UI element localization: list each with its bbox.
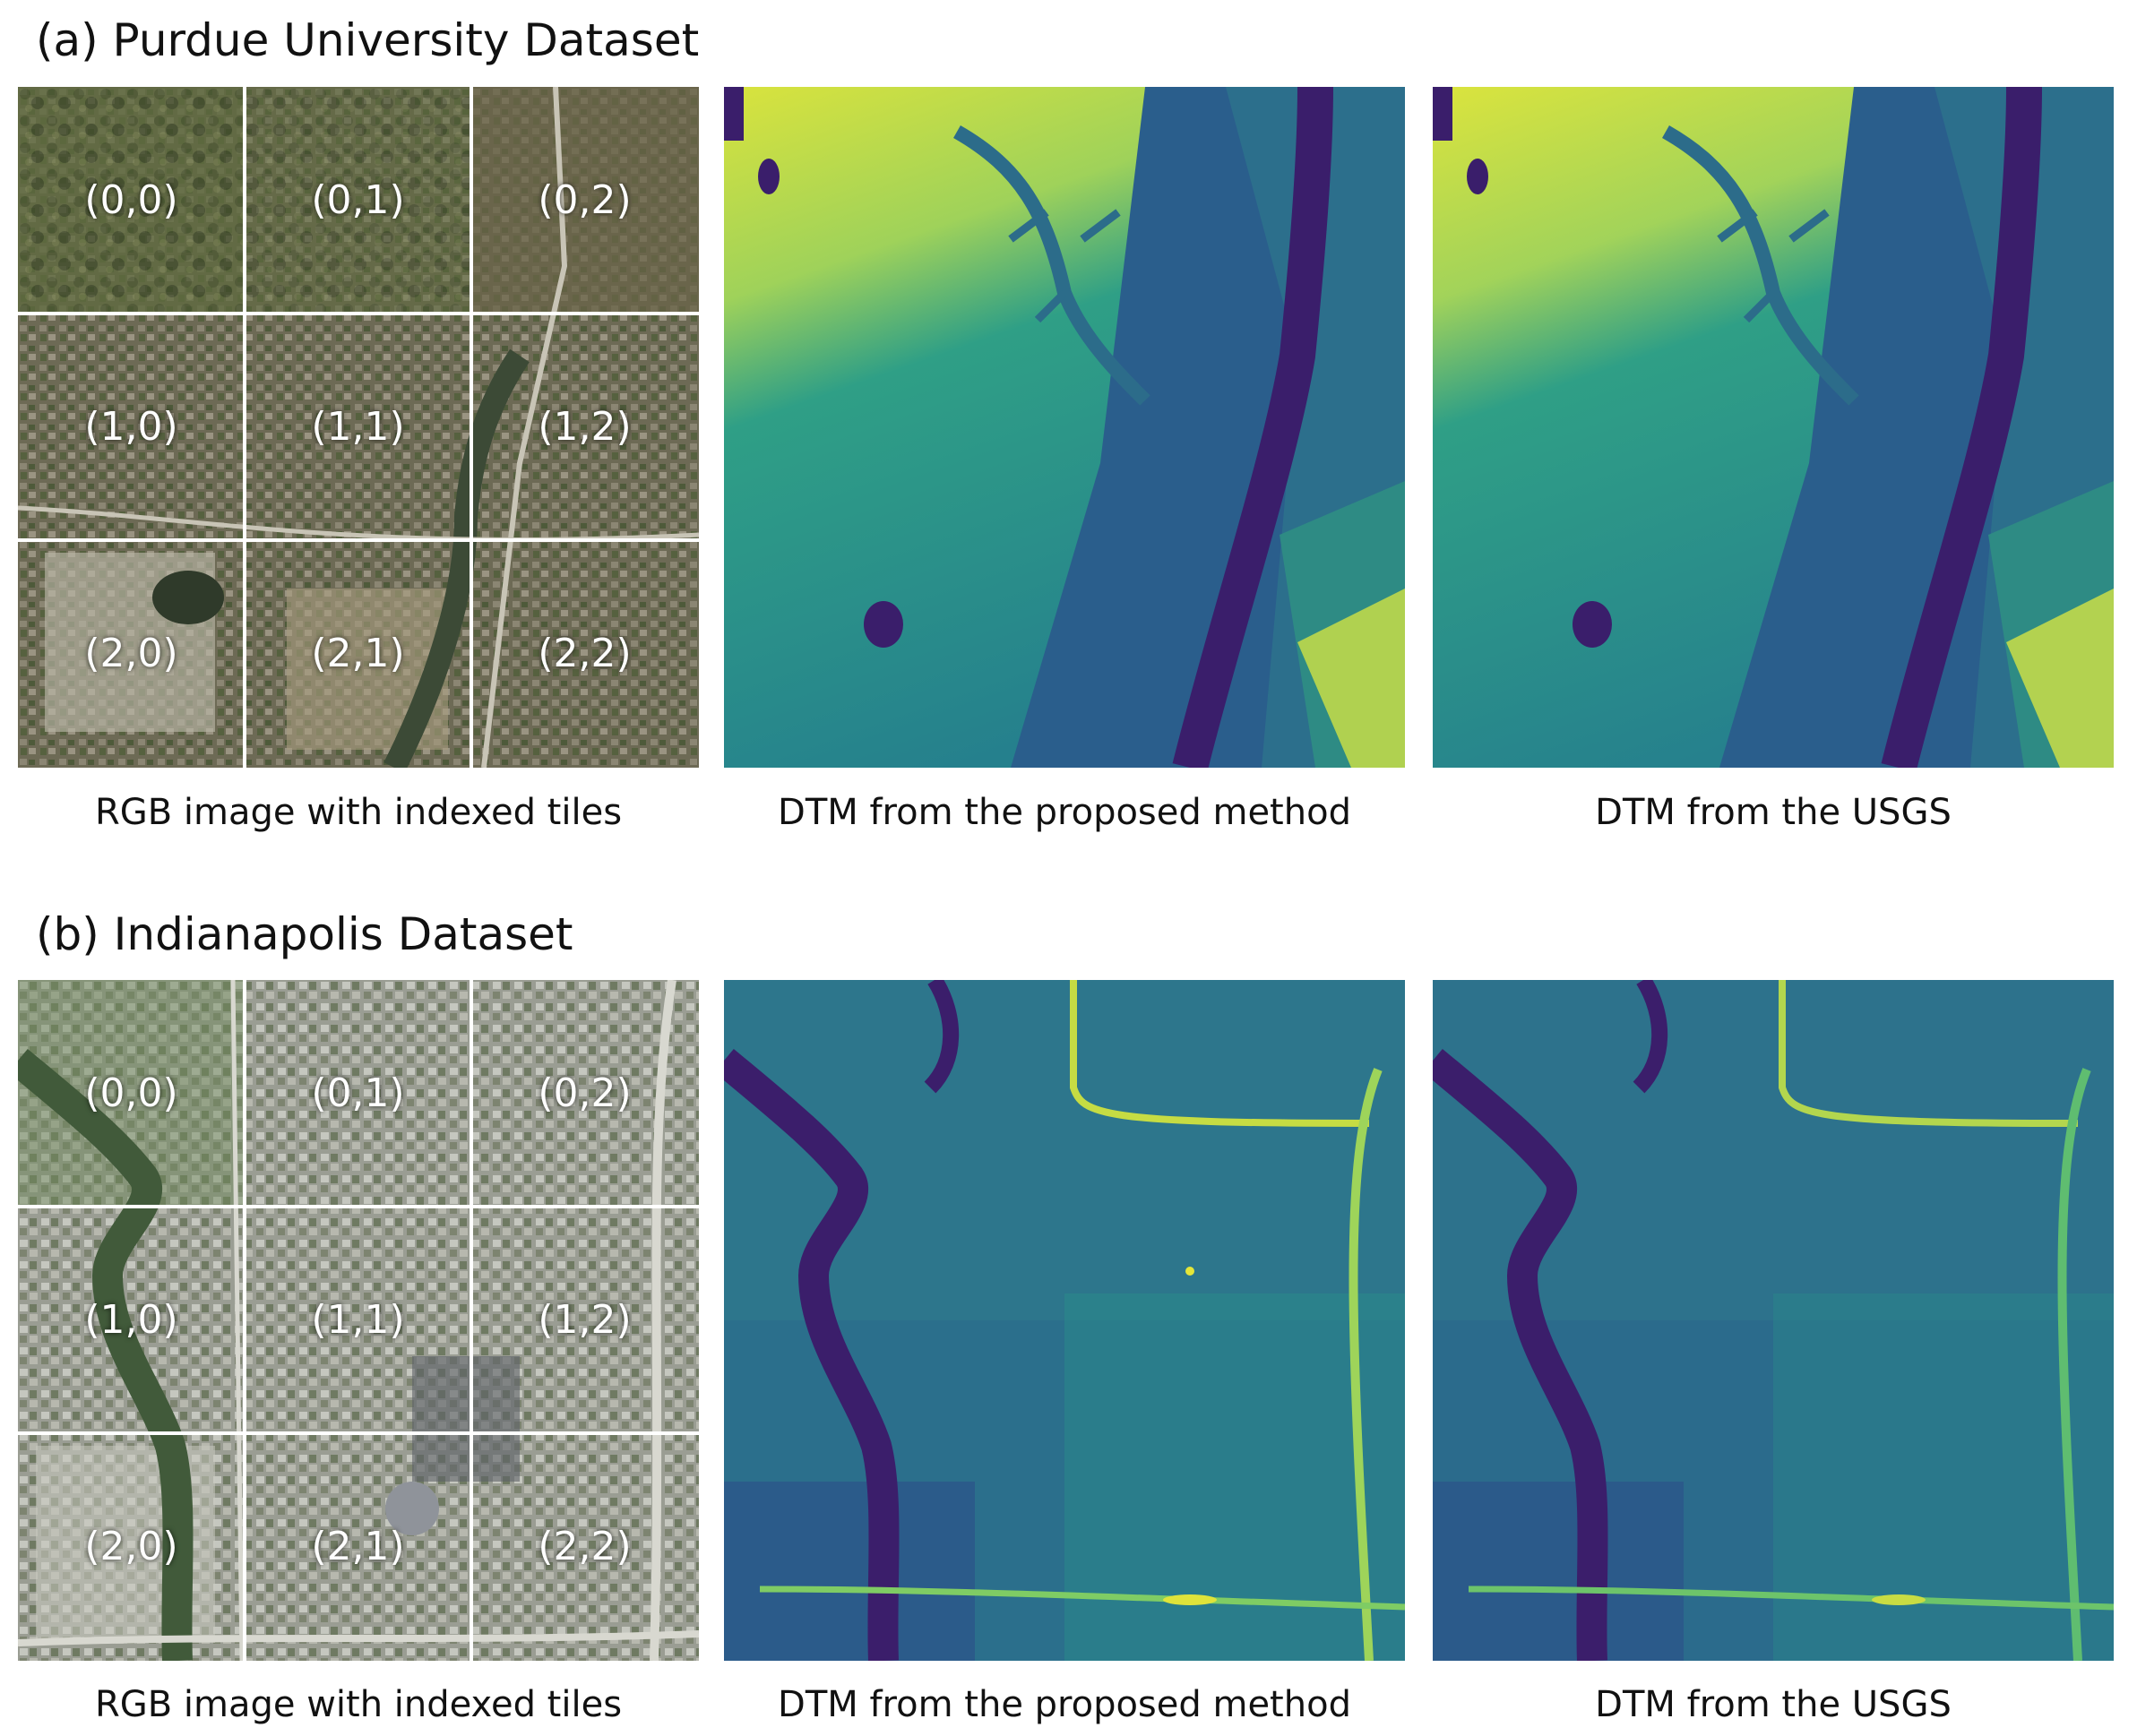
tile-label-a-2-1: (2,1) [311,631,405,676]
tile-label-a-0-0: (0,0) [84,177,178,223]
tile-label-b-1-1: (1,1) [311,1297,405,1343]
caption-usgs-b: DTM from the USGS [1595,1684,1952,1725]
dtm-usgs-image-b [1433,980,2114,1661]
caption-rgb-b: RGB image with indexed tiles [94,1684,623,1725]
tile-label-b-2-0: (2,0) [84,1524,178,1569]
tile-label-a-1-1: (1,1) [311,404,405,450]
aerial-image-a [18,87,699,768]
dtm-proposed-panel-a [724,87,1405,768]
dtm-usgs-panel-a [1433,87,2114,768]
dtm-proposed-image-b [724,980,1405,1661]
caption-usgs-a: DTM from the USGS [1595,792,1952,833]
dtm-usgs-image-a [1433,87,2114,768]
caption-proposed-a: DTM from the proposed method [778,792,1351,833]
aerial-image-b [18,980,699,1661]
section-title-b: (b) Indianapolis Dataset [36,908,573,960]
tile-label-a-1-2: (1,2) [538,404,632,450]
tile-label-a-0-1: (0,1) [311,177,405,223]
tile-label-a-2-2: (2,2) [538,631,632,676]
tile-label-a-1-0: (1,0) [84,404,178,450]
tile-label-a-2-0: (2,0) [84,631,178,676]
caption-proposed-b: DTM from the proposed method [778,1684,1351,1725]
tile-label-b-0-1: (0,1) [311,1070,405,1116]
rgb-image-panel-a: (0,0) (0,1) (0,2) (1,0) (1,1) (1,2) (2,0… [18,87,699,768]
dtm-proposed-image-a [724,87,1405,768]
tile-label-b-2-1: (2,1) [311,1524,405,1569]
section-title-a: (a) Purdue University Dataset [36,14,700,66]
tile-label-b-2-2: (2,2) [538,1524,632,1569]
tile-label-b-0-2: (0,2) [538,1070,632,1116]
dtm-usgs-panel-b [1433,980,2114,1661]
tile-label-b-1-2: (1,2) [538,1297,632,1343]
tile-label-b-1-0: (1,0) [84,1297,178,1343]
caption-rgb-a: RGB image with indexed tiles [94,792,623,833]
rgb-image-panel-b: (0,0) (0,1) (0,2) (1,0) (1,1) (1,2) (2,0… [18,980,699,1661]
tile-label-b-0-0: (0,0) [84,1070,178,1116]
tile-label-a-0-2: (0,2) [538,177,632,223]
dtm-proposed-panel-b [724,980,1405,1661]
